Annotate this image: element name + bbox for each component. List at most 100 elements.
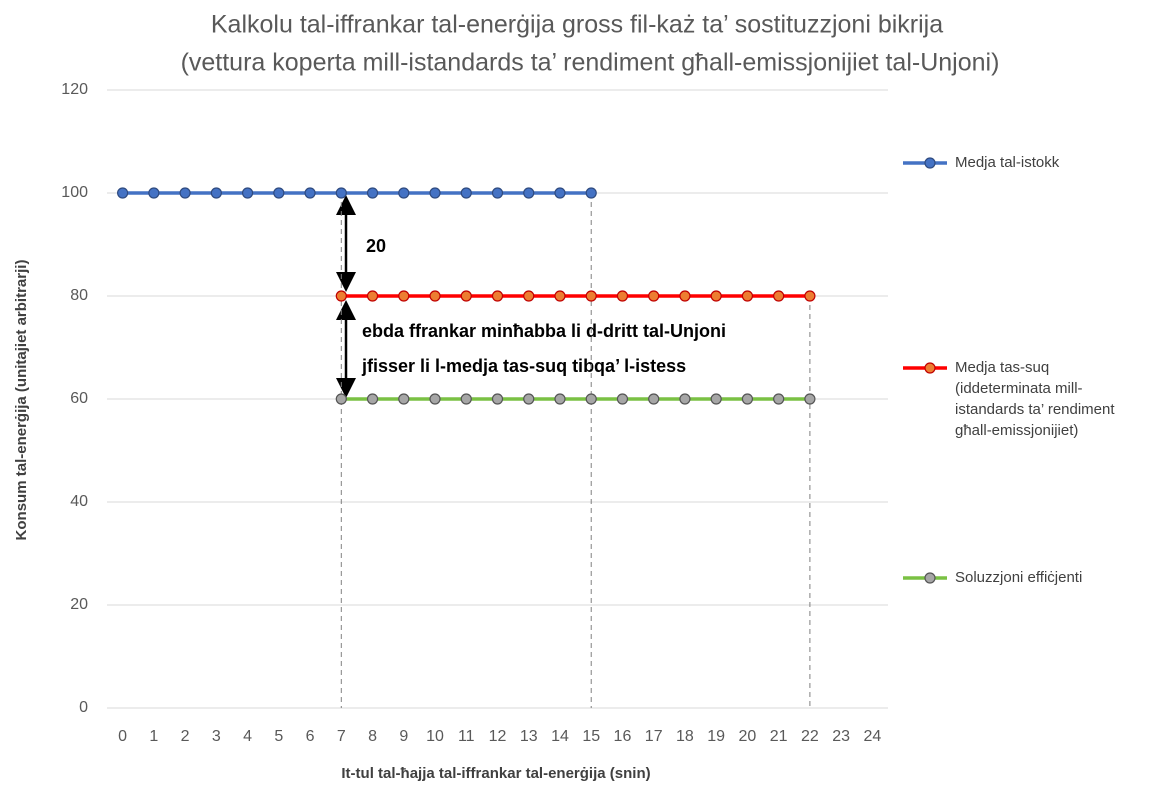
point <box>648 393 660 405</box>
point <box>585 393 597 405</box>
x-tick-label: 14 <box>551 728 569 745</box>
point <box>523 290 535 302</box>
legend-marker <box>924 572 936 584</box>
y-axis-label: Konsum tal-enerġija (unitajiet arbitrarj… <box>13 260 30 541</box>
point <box>460 187 472 199</box>
y-tick-label: 80 <box>70 287 88 304</box>
annotation: jfisser li l-medja tas-suq tibqa’ l-iste… <box>361 356 686 376</box>
y-tick-label: 20 <box>70 596 88 613</box>
y-tick-label: 0 <box>79 699 88 716</box>
y-tick-label: 100 <box>61 184 88 201</box>
y-tick-label: 120 <box>61 81 88 98</box>
x-tick-label: 3 <box>212 728 221 745</box>
series <box>335 290 816 302</box>
point <box>523 393 535 405</box>
legend-marker <box>924 362 936 374</box>
legend-entry: Medja tas-suq (iddeterminata mill-istand… <box>955 359 1115 439</box>
point <box>585 290 597 302</box>
point <box>460 393 472 405</box>
point <box>616 393 629 405</box>
point <box>773 290 785 302</box>
x-tick-label: 20 <box>739 728 757 745</box>
point <box>179 187 191 199</box>
x-tick-label: 19 <box>707 728 725 745</box>
point <box>804 290 816 302</box>
point <box>710 393 722 405</box>
point <box>117 187 129 199</box>
point <box>679 393 691 405</box>
point <box>366 290 379 302</box>
point <box>491 393 504 405</box>
point <box>491 187 504 199</box>
x-tick-label: 7 <box>337 728 346 745</box>
point <box>554 393 566 405</box>
point <box>335 290 347 302</box>
annotation: 20 <box>366 236 386 256</box>
x-tick-label: 23 <box>832 728 850 745</box>
x-tick-label: 11 <box>458 728 475 745</box>
point <box>616 290 629 302</box>
point <box>273 187 285 199</box>
x-tick-label: 0 <box>118 728 127 745</box>
x-tick-label: 13 <box>520 728 538 745</box>
series <box>117 187 597 199</box>
point <box>741 393 754 405</box>
annotation: ebda ffrankar minħabba li d-dritt tal-Un… <box>362 321 726 341</box>
point <box>679 290 691 302</box>
x-tick-label: 10 <box>426 728 444 745</box>
x-tick-label: 12 <box>489 728 507 745</box>
point <box>398 393 410 405</box>
point <box>398 290 410 302</box>
point <box>335 393 347 405</box>
point <box>304 187 316 199</box>
series <box>335 393 816 405</box>
point <box>429 393 441 405</box>
point <box>460 290 472 302</box>
legend-marker <box>924 157 936 169</box>
legend-label: Soluzzjoni effiċjenti <box>955 569 1083 586</box>
x-tick-label: 17 <box>645 728 663 745</box>
legend-entry: Medja tal-istokk <box>955 154 1060 171</box>
point <box>241 187 254 199</box>
legend: Medja tal-istokk Medja tas-suq (iddetermi… <box>903 154 1115 586</box>
point <box>148 187 160 199</box>
x-tick-label: 16 <box>614 728 632 745</box>
x-tick-label: 15 <box>582 728 600 745</box>
drop-lines <box>340 193 811 708</box>
point <box>491 290 504 302</box>
point <box>398 187 410 199</box>
legend-label: Medja tas-suq (iddeterminata mill-istand… <box>955 359 1115 439</box>
legend-entry: Soluzzjoni effiċjenti <box>955 569 1083 586</box>
legend-label: Medja tal-istokk <box>955 154 1060 171</box>
chart-title: Kalkolu tal-iffrankar tal-enerġija gross… <box>211 11 943 39</box>
point <box>366 393 379 405</box>
chart-title: (vettura koperta mill-istandards ta’ ren… <box>181 49 1000 77</box>
x-tick-label: 21 <box>770 728 788 745</box>
point <box>585 187 597 199</box>
point <box>554 290 566 302</box>
x-tick-label: 24 <box>863 728 881 745</box>
y-tick-label: 40 <box>70 493 88 510</box>
x-tick-label: 4 <box>243 728 252 745</box>
point <box>335 187 347 199</box>
point <box>523 187 535 199</box>
point <box>741 290 754 302</box>
point <box>429 290 441 302</box>
x-tick-label: 2 <box>181 728 190 745</box>
x-tick-label: 5 <box>274 728 283 745</box>
x-tick-label: 22 <box>801 728 819 745</box>
point <box>804 393 816 405</box>
point <box>366 187 379 199</box>
x-tick-label: 6 <box>306 728 315 745</box>
point <box>773 393 785 405</box>
x-tick-label: 1 <box>149 728 158 745</box>
point <box>710 290 722 302</box>
point <box>429 187 441 199</box>
point <box>648 290 660 302</box>
point <box>554 187 566 199</box>
x-tick-label: 8 <box>368 728 377 745</box>
y-tick-label: 60 <box>70 390 88 407</box>
point <box>210 187 222 199</box>
